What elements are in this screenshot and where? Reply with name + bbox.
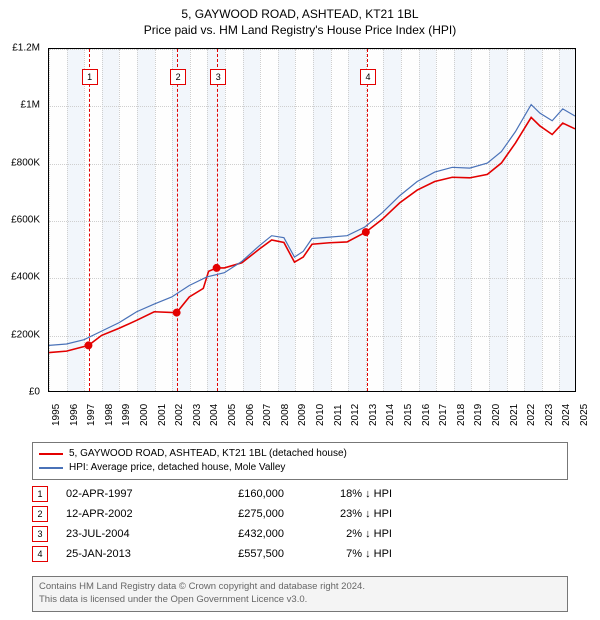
y-tick-label: £400K [11, 272, 40, 283]
sale-marker [362, 229, 369, 236]
x-tick-label: 2011 [333, 404, 344, 426]
x-tick-label: 1999 [121, 404, 132, 426]
title-line-2: Price paid vs. HM Land Registry's House … [8, 22, 592, 38]
x-tick-label: 2010 [315, 404, 326, 426]
x-tick-label: 2000 [139, 404, 150, 426]
x-tick-label: 2013 [368, 404, 379, 426]
x-tick-label: 1995 [51, 404, 62, 426]
x-tick-label: 2012 [350, 404, 361, 426]
x-tick-label: 2023 [544, 404, 555, 426]
event-marker-box: 1 [82, 69, 98, 85]
event-row: 4 25-JAN-2013 £557,500 7% ↓ HPI [32, 544, 568, 564]
event-delta: 7% ↓ HPI [302, 548, 392, 560]
event-date: 02-APR-1997 [66, 488, 176, 500]
x-tick-label: 2004 [209, 404, 220, 426]
x-tick-label: 2016 [421, 404, 432, 426]
event-number: 4 [32, 546, 48, 562]
x-tick-label: 2025 [579, 404, 590, 426]
y-tick-label: £600K [11, 215, 40, 226]
sale-marker [173, 309, 180, 316]
x-tick-label: 2020 [491, 404, 502, 426]
title-line-1: 5, GAYWOOD ROAD, ASHTEAD, KT21 1BL [8, 6, 592, 22]
event-delta: 23% ↓ HPI [302, 508, 392, 520]
event-delta: 2% ↓ HPI [302, 528, 392, 540]
x-tick-label: 2002 [174, 404, 185, 426]
event-price: £557,500 [194, 548, 284, 560]
event-delta: 18% ↓ HPI [302, 488, 392, 500]
chart: 1 2 3 4 [48, 48, 576, 392]
x-tick-label: 2024 [561, 404, 572, 426]
events-table: 1 02-APR-1997 £160,000 18% ↓ HPI 2 12-APR-200… [32, 484, 568, 564]
event-price: £432,000 [194, 528, 284, 540]
y-tick-label: £1.2M [12, 43, 40, 54]
sale-marker [85, 342, 92, 349]
legend-row-red: 5, GAYWOOD ROAD, ASHTEAD, KT21 1BL (deta… [39, 447, 561, 461]
event-date: 23-JUL-2004 [66, 528, 176, 540]
x-tick-label: 2022 [526, 404, 537, 426]
event-row: 2 12-APR-2002 £275,000 23% ↓ HPI [32, 504, 568, 524]
x-tick-label: 2019 [473, 404, 484, 426]
x-tick-label: 2006 [245, 404, 256, 426]
x-tick-label: 1997 [86, 404, 97, 426]
legend-swatch-red [39, 453, 63, 455]
x-tick-label: 1998 [104, 404, 115, 426]
page: 5, GAYWOOD ROAD, ASHTEAD, KT21 1BL Price… [0, 0, 600, 620]
legend-label-red: 5, GAYWOOD ROAD, ASHTEAD, KT21 1BL (deta… [69, 447, 347, 461]
event-marker-box: 2 [170, 69, 186, 85]
x-tick-label: 2008 [280, 404, 291, 426]
event-row: 3 23-JUL-2004 £432,000 2% ↓ HPI [32, 524, 568, 544]
event-number: 2 [32, 506, 48, 522]
series-blue [49, 105, 575, 346]
event-number: 1 [32, 486, 48, 502]
title-block: 5, GAYWOOD ROAD, ASHTEAD, KT21 1BL Price… [0, 0, 600, 40]
x-tick-label: 2014 [385, 404, 396, 426]
event-marker-box: 3 [210, 69, 226, 85]
footer-line-2: This data is licensed under the Open Gov… [39, 594, 561, 607]
x-tick-label: 2015 [403, 404, 414, 426]
x-tick-label: 1996 [69, 404, 80, 426]
x-tick-label: 2009 [297, 404, 308, 426]
event-price: £275,000 [194, 508, 284, 520]
y-tick-label: £1M [21, 100, 40, 111]
legend-swatch-blue [39, 467, 63, 469]
legend-label-blue: HPI: Average price, detached house, Mole… [69, 461, 285, 475]
y-tick-label: £800K [11, 157, 40, 168]
y-tick-label: £200K [11, 329, 40, 340]
x-tick-label: 2017 [438, 404, 449, 426]
event-marker-box: 4 [360, 69, 376, 85]
x-tick-label: 2005 [227, 404, 238, 426]
y-axis-labels: £0£200K£400K£600K£800K£1M£1.2M [0, 48, 44, 392]
x-tick-label: 2021 [509, 404, 520, 426]
footer: Contains HM Land Registry data © Crown c… [32, 576, 568, 612]
x-tick-label: 2018 [456, 404, 467, 426]
y-tick-label: £0 [29, 387, 40, 398]
event-row: 1 02-APR-1997 £160,000 18% ↓ HPI [32, 484, 568, 504]
footer-line-1: Contains HM Land Registry data © Crown c… [39, 581, 561, 594]
x-axis-labels: 1995 1996 1997 1998 1999 2000 2001 2002 2003 2004… [48, 394, 576, 438]
event-date: 25-JAN-2013 [66, 548, 176, 560]
x-tick-label: 2001 [157, 404, 168, 426]
x-tick-label: 2003 [192, 404, 203, 426]
event-price: £160,000 [194, 488, 284, 500]
plot-area: 1 2 3 4 [48, 48, 576, 392]
event-number: 3 [32, 526, 48, 542]
event-date: 12-APR-2002 [66, 508, 176, 520]
sale-marker [213, 264, 220, 271]
x-tick-label: 2007 [262, 404, 273, 426]
legend: 5, GAYWOOD ROAD, ASHTEAD, KT21 1BL (deta… [32, 442, 568, 480]
series-svg [49, 49, 575, 391]
legend-row-blue: HPI: Average price, detached house, Mole… [39, 461, 561, 475]
